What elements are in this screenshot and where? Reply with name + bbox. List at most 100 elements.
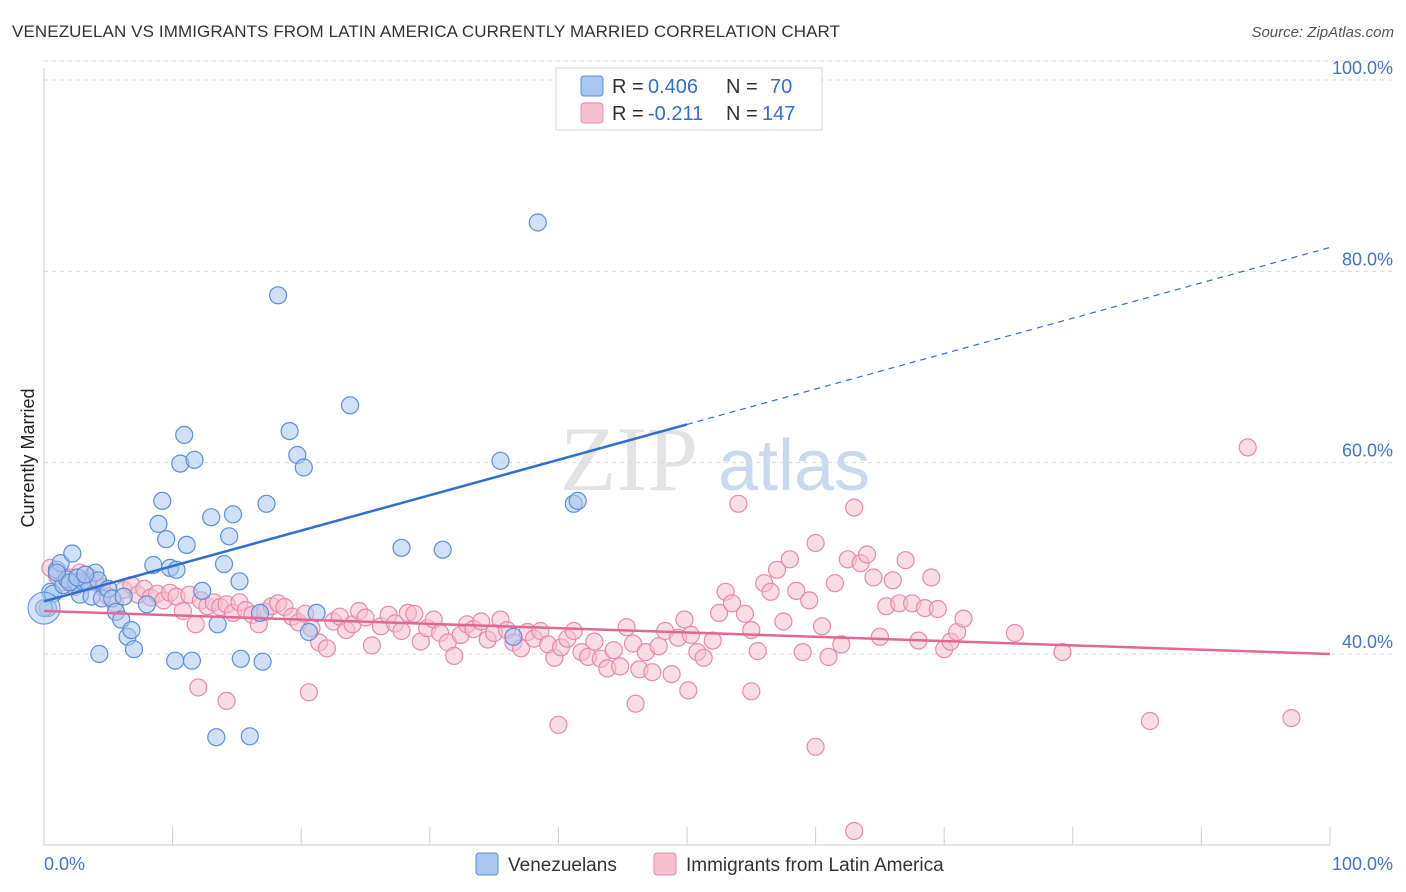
immigrants-point-88 [617, 618, 636, 637]
immigrants-point-121 [832, 635, 851, 654]
immigrants-point-43 [317, 639, 336, 658]
x-tick-label-0: 0.0% [44, 854, 85, 874]
immigrants-point-120 [825, 574, 845, 593]
immigrants-point-125 [857, 545, 877, 564]
venezuelans-point-55 [299, 622, 318, 642]
bottom-legend-swatch-immigrants [653, 852, 677, 876]
venezuelans-point-61 [504, 627, 523, 646]
venezuelans-point-62 [528, 213, 547, 232]
immigrants-point-83 [585, 632, 604, 651]
venezuelans-point-66 [47, 563, 67, 582]
immigrants-point-129 [883, 571, 902, 590]
venezuelans-point-37 [202, 508, 221, 527]
immigrants-point-89 [623, 634, 643, 653]
immigrants-point-80 [564, 621, 583, 641]
venezuelans-point-48 [240, 727, 259, 746]
y-tick-label-60: 60.0% [1342, 441, 1393, 461]
venezuelans-point-43 [166, 651, 185, 670]
immigrants-point-149 [845, 821, 864, 841]
immigrants-point-153 [1238, 438, 1257, 457]
venezuelans-point-58 [392, 538, 411, 557]
venezuelans-point-45 [231, 649, 250, 668]
y-tick-label-100: 100.0% [1332, 58, 1393, 78]
venezuelans-point-52 [280, 422, 299, 441]
immigrants-point-119 [819, 647, 838, 667]
immigrants-point-92 [643, 663, 662, 682]
immigrants-point-148 [806, 737, 825, 756]
source-credit: Source: ZipAtlas.com [1251, 24, 1394, 41]
immigrants-point-118 [812, 617, 832, 636]
immigrants-point-150 [1005, 623, 1025, 643]
immigrants-point-102 [709, 603, 729, 623]
immigrants-point-97 [675, 610, 694, 629]
bottom-legend-swatch-venezuelans [475, 852, 499, 876]
legend-r-value-2: -0.211 [648, 103, 703, 125]
immigrants-point-152 [1140, 711, 1160, 731]
x-tick-label-100: 100.0% [1332, 854, 1393, 874]
venezuelans-point-64 [568, 491, 587, 510]
venezuelans-point-60 [491, 451, 510, 470]
immigrants-point-117 [806, 533, 825, 553]
immigrants-point-135 [922, 568, 941, 587]
immigrants-point-116 [800, 591, 819, 610]
correlation-legend: R = 0.406 N = 70 R = -0.211 N = 147 [555, 67, 823, 131]
immigrants-point-112 [774, 612, 793, 631]
immigrants-point-56 [405, 604, 424, 623]
trend-lines [43, 246, 1331, 656]
legend-r-label-2: R = [612, 103, 644, 125]
legend-n-label-2: N = [726, 103, 758, 125]
immigrants-point-62 [445, 646, 464, 666]
immigrants-point-86 [604, 641, 623, 660]
venezuelans-point-22 [122, 620, 141, 640]
immigrants-point-54 [392, 621, 411, 641]
venezuelans-point-40 [220, 527, 239, 546]
venezuelans-point-39 [214, 554, 234, 574]
immigrants-point-95 [662, 664, 681, 684]
venezuelans-point-59 [433, 540, 452, 559]
bottom-legend-venezuelans: Venezuelans [508, 855, 617, 876]
venezuelans-point-47 [207, 728, 226, 747]
immigrants-point-87 [610, 657, 630, 676]
immigrants-point-123 [845, 498, 864, 517]
immigrants-point-140 [954, 609, 973, 628]
venezuelans-point-35 [185, 450, 204, 469]
venezuelans-point-51 [269, 286, 288, 305]
venezuelans-point-34 [177, 535, 196, 555]
immigrants-point-146 [679, 681, 698, 700]
immigrants-point-23 [186, 615, 205, 634]
immigrants-point-131 [896, 551, 915, 570]
y-tick-label-40: 40.0% [1342, 632, 1393, 652]
legend-r-label-1: R = [612, 76, 644, 98]
zipatlas-watermark: ZIP atlas [560, 408, 870, 510]
venezuelans-point-20 [114, 587, 133, 606]
venezuelans-point-38 [208, 615, 227, 634]
immigrants-point-113 [780, 550, 800, 569]
bottom-legend-immigrants: Immigrants from Latin America [686, 855, 944, 876]
venezuelans-point-46 [253, 652, 272, 671]
immigrants-point-127 [870, 627, 890, 646]
immigrants-point-141 [189, 678, 208, 697]
immigrants-point-143 [299, 683, 318, 702]
venezuelans-point-57 [341, 396, 360, 415]
y-axis-tick-labels: 40.0% 60.0% 80.0% 100.0% [1332, 58, 1393, 652]
immigrants-point-50 [362, 636, 381, 655]
y-axis-label: Currently Married [18, 388, 38, 527]
immigrants-point-126 [864, 568, 883, 587]
venezuelans-point-50 [257, 494, 276, 513]
immigrants-point-145 [626, 694, 645, 713]
x-axis-ticks [43, 827, 1331, 845]
immigrants-point-142 [217, 691, 236, 711]
venezuelans-point-27 [149, 514, 168, 534]
venezuelans-point-24 [90, 644, 109, 664]
venezuelans-trend-line [43, 423, 688, 603]
venezuelans-point-7 [63, 544, 82, 563]
immigrants-point-115 [793, 642, 812, 662]
immigrants-point-147 [742, 682, 761, 701]
watermark-atlas: atlas [718, 426, 870, 506]
venezuelans-point-29 [157, 530, 176, 549]
legend-swatch-venezuelans [580, 75, 604, 97]
immigrants-point-111 [767, 560, 787, 579]
gridlines [44, 60, 1393, 655]
series-legend: Venezuelans Immigrants from Latin Americ… [475, 852, 944, 876]
